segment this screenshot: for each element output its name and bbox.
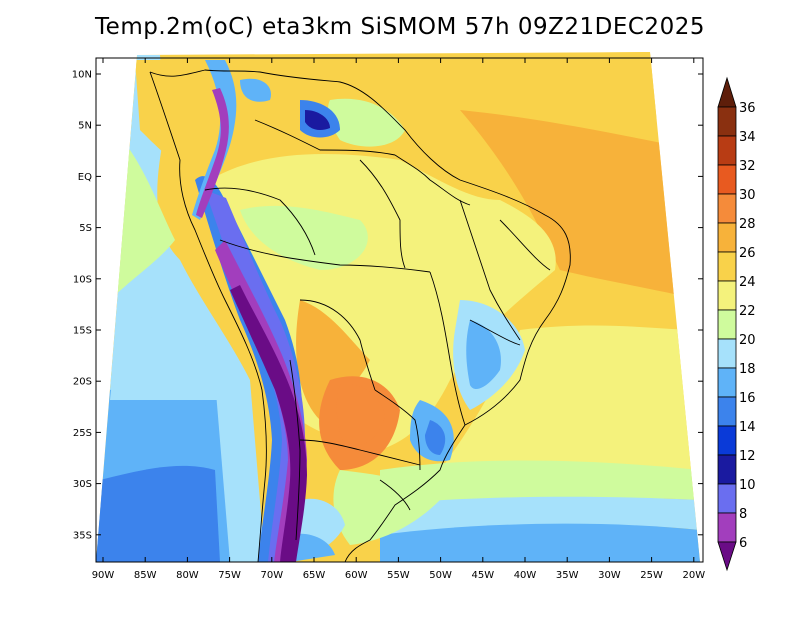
colorbar-label: 8 bbox=[739, 507, 747, 522]
colorbar-segment bbox=[717, 483, 737, 514]
lon-label: 90W bbox=[92, 570, 115, 581]
colorbar-label: 26 bbox=[739, 246, 756, 261]
colorbar-label: 14 bbox=[739, 420, 756, 435]
lat-label: 5S bbox=[79, 223, 92, 234]
colorbar-label: 20 bbox=[739, 333, 756, 348]
colorbar-segment bbox=[717, 338, 737, 369]
lon-label: 50W bbox=[429, 570, 452, 581]
colorbar-segment bbox=[717, 425, 737, 456]
lon-label: 80W bbox=[176, 570, 199, 581]
colorbar-segment bbox=[717, 193, 737, 224]
colorbar-label: 28 bbox=[739, 217, 756, 232]
longitude-axis: 90W 85W 80W 75W 70W 65W 60W 55W 50W 45W 40W 35W 30W 2… bbox=[92, 58, 705, 581]
colorbar-segment bbox=[717, 222, 737, 253]
colorbar-segment bbox=[717, 309, 737, 340]
colorbar-segment bbox=[717, 164, 737, 195]
colorbar-label: 32 bbox=[739, 159, 756, 174]
lat-label: 20S bbox=[73, 377, 92, 388]
lat-label: 25S bbox=[73, 428, 92, 439]
lon-label: 40W bbox=[514, 570, 537, 581]
lat-label: 15S bbox=[73, 326, 92, 337]
colorbar-label: 30 bbox=[739, 188, 756, 203]
lon-label: 55W bbox=[387, 570, 410, 581]
lat-label: EQ bbox=[78, 172, 92, 183]
map-frame bbox=[95, 57, 704, 563]
colorbar-segment bbox=[717, 280, 737, 311]
lon-label: 30W bbox=[598, 570, 621, 581]
map-title: Temp.2m(oC) eta3km SiSMOM 57h 09Z21DEC20… bbox=[95, 14, 705, 40]
lon-label: 20W bbox=[682, 570, 705, 581]
lat-label: 30S bbox=[73, 479, 92, 490]
lat-label: 10N bbox=[72, 70, 92, 81]
lon-label: 35W bbox=[556, 570, 579, 581]
colorbar-label: 12 bbox=[739, 449, 756, 464]
latitude-axis: 10N 5N EQ 5S 10S 15S 20S 25S 30S 35S bbox=[72, 70, 703, 541]
colorbar-label: 36 bbox=[739, 101, 756, 116]
lat-label: 5N bbox=[78, 121, 92, 132]
colorbar-label: 16 bbox=[739, 391, 756, 406]
lat-label: 35S bbox=[73, 530, 92, 541]
country-borders bbox=[149, 69, 571, 562]
colorbar-segment bbox=[717, 106, 737, 137]
colorbar-segment bbox=[717, 512, 737, 543]
colorbar: 6 8 10 12 14 16 18 20 22 24 26 28 30 32 34 36 bbox=[717, 76, 756, 572]
colorbar-segment bbox=[717, 454, 737, 485]
lon-label: 75W bbox=[218, 570, 241, 581]
lon-label: 60W bbox=[345, 570, 368, 581]
lon-label: 25W bbox=[640, 570, 663, 581]
colorbar-segment bbox=[717, 251, 737, 282]
colorbar-arrow-top bbox=[717, 76, 737, 108]
lat-label: 10S bbox=[73, 274, 92, 285]
temperature-field bbox=[96, 52, 700, 562]
colorbar-arrow-bottom bbox=[717, 541, 737, 572]
colorbar-segment bbox=[717, 396, 737, 427]
lon-label: 45W bbox=[471, 570, 494, 581]
lon-label: 85W bbox=[134, 570, 157, 581]
lon-label: 65W bbox=[303, 570, 326, 581]
colorbar-label: 6 bbox=[739, 536, 747, 551]
colorbar-segment bbox=[717, 367, 737, 398]
colorbar-segment bbox=[717, 135, 737, 166]
colorbar-label: 24 bbox=[739, 275, 756, 290]
lon-label: 70W bbox=[260, 570, 283, 581]
colorbar-label: 34 bbox=[739, 130, 756, 145]
colorbar-label: 18 bbox=[739, 362, 756, 377]
colorbar-label: 10 bbox=[739, 478, 756, 493]
colorbar-label: 22 bbox=[739, 304, 756, 319]
